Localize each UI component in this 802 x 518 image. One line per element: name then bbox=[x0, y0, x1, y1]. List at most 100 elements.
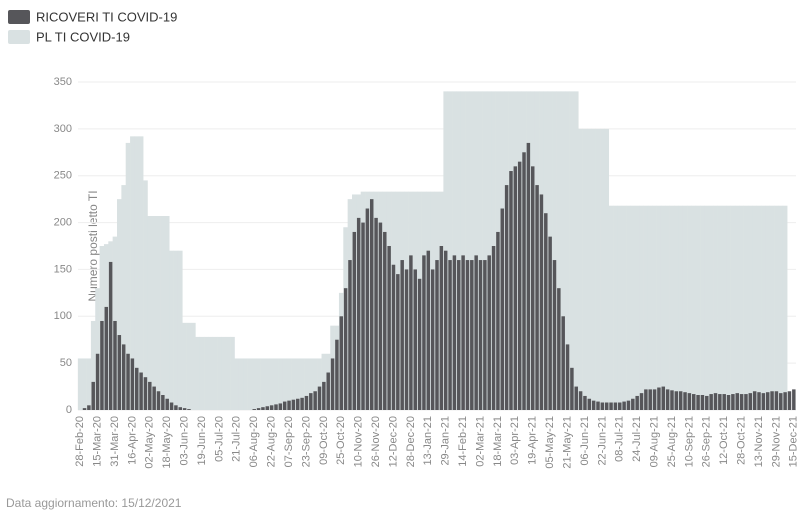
x-tick-label: 29-Jan-21 bbox=[440, 416, 452, 466]
bar bbox=[478, 91, 483, 410]
bar bbox=[560, 91, 566, 410]
bar bbox=[413, 269, 417, 410]
bar bbox=[108, 261, 113, 410]
bar bbox=[778, 205, 784, 410]
bar bbox=[243, 358, 248, 410]
bar bbox=[500, 208, 505, 410]
bar bbox=[496, 231, 500, 410]
bar bbox=[274, 404, 278, 410]
bar bbox=[322, 381, 326, 410]
bar bbox=[121, 185, 127, 410]
bar bbox=[482, 91, 488, 410]
bar bbox=[617, 205, 623, 410]
bar bbox=[695, 205, 701, 410]
update-note: Data aggiornamento: 15/12/2021 bbox=[6, 496, 182, 510]
bar bbox=[300, 397, 304, 410]
bar bbox=[261, 407, 265, 410]
x-tick-label: 29-Nov-21 bbox=[770, 416, 782, 467]
bar bbox=[535, 185, 539, 410]
bar bbox=[287, 400, 291, 410]
bar bbox=[443, 250, 448, 410]
bar bbox=[186, 322, 192, 410]
bar bbox=[156, 391, 161, 410]
bar bbox=[82, 358, 87, 410]
bar bbox=[661, 386, 666, 410]
bar bbox=[639, 393, 644, 410]
bar bbox=[574, 386, 578, 410]
bar bbox=[396, 274, 400, 410]
bar bbox=[504, 185, 509, 410]
y-tick-label: 300 bbox=[54, 123, 72, 135]
bar bbox=[234, 358, 240, 410]
bar bbox=[160, 216, 166, 410]
bar bbox=[691, 394, 696, 410]
bar bbox=[717, 205, 723, 410]
x-tick-label: 18-Mar-21 bbox=[492, 416, 504, 467]
bar bbox=[591, 128, 596, 410]
bar bbox=[570, 367, 574, 410]
bar bbox=[86, 358, 92, 410]
bar bbox=[639, 205, 644, 410]
bar bbox=[669, 205, 675, 410]
bar bbox=[130, 136, 135, 410]
bar bbox=[212, 336, 218, 410]
bar bbox=[95, 353, 100, 410]
bar bbox=[539, 194, 544, 410]
x-tick-label: 22-Aug-20 bbox=[266, 416, 278, 467]
y-tick-label: 350 bbox=[54, 76, 72, 88]
bar bbox=[221, 336, 227, 410]
bar bbox=[204, 336, 209, 410]
bar bbox=[452, 91, 457, 410]
bar bbox=[174, 405, 178, 410]
bar bbox=[487, 255, 491, 410]
bar bbox=[90, 320, 96, 410]
bar bbox=[135, 367, 139, 410]
bar bbox=[665, 389, 670, 410]
bar bbox=[756, 205, 762, 410]
bar bbox=[626, 400, 631, 410]
bar bbox=[600, 128, 605, 410]
x-tick-label: 10-Sep-21 bbox=[683, 416, 695, 467]
bar bbox=[308, 358, 314, 410]
bar bbox=[700, 395, 705, 410]
bar bbox=[634, 205, 640, 410]
bar bbox=[151, 216, 157, 410]
x-tick-label: 31-Mar-20 bbox=[109, 416, 121, 467]
bar bbox=[465, 91, 470, 410]
bar bbox=[326, 372, 330, 410]
bar bbox=[770, 391, 774, 410]
bar bbox=[687, 205, 692, 410]
bar bbox=[138, 136, 144, 410]
bar bbox=[309, 393, 313, 410]
bar bbox=[365, 208, 370, 410]
bar bbox=[478, 260, 483, 410]
bar bbox=[409, 255, 413, 410]
bar bbox=[461, 255, 465, 410]
bar bbox=[117, 335, 122, 410]
x-tick-label: 12-Dec-20 bbox=[387, 416, 399, 467]
bar bbox=[339, 316, 344, 410]
bar bbox=[743, 205, 749, 410]
bar bbox=[252, 409, 256, 410]
bar bbox=[256, 408, 261, 410]
x-tick-label: 15-Dec-21 bbox=[788, 416, 800, 467]
bar bbox=[556, 91, 562, 410]
x-tick-label: 08-Jul-21 bbox=[614, 416, 626, 462]
bar bbox=[251, 358, 257, 410]
y-tick-label: 200 bbox=[54, 216, 72, 228]
bar bbox=[565, 91, 570, 410]
bar bbox=[600, 402, 605, 410]
bar bbox=[761, 205, 766, 410]
bar bbox=[517, 161, 522, 410]
bar bbox=[187, 409, 191, 410]
bar bbox=[792, 389, 796, 410]
bar bbox=[748, 393, 753, 410]
x-tick-label: 22-Jun-21 bbox=[596, 416, 608, 466]
x-tick-label: 02-Mar-21 bbox=[474, 416, 486, 467]
bar bbox=[317, 358, 322, 410]
bar bbox=[747, 205, 753, 410]
bar bbox=[404, 269, 409, 410]
x-tick-label: 13-Nov-21 bbox=[753, 416, 765, 467]
bar bbox=[691, 205, 697, 410]
bar bbox=[291, 399, 296, 410]
